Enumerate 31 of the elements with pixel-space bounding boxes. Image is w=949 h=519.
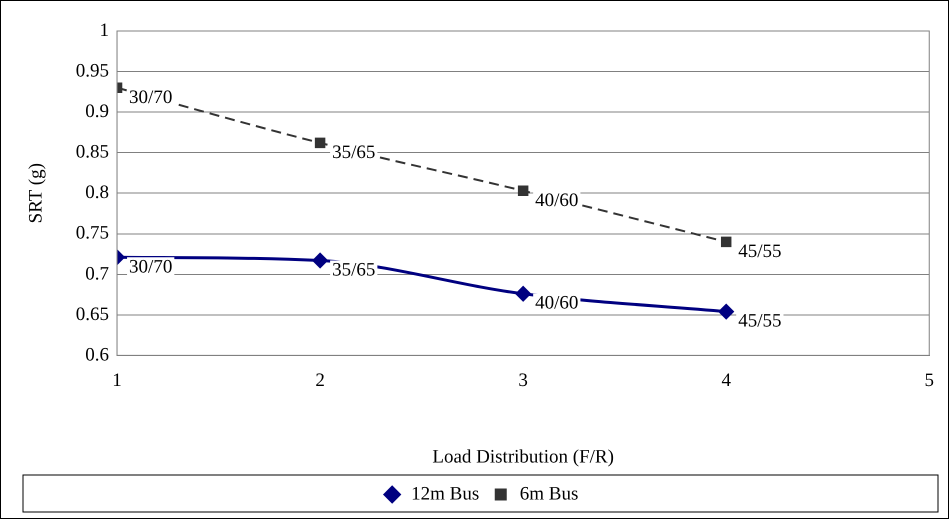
point: [314, 138, 326, 148]
y-tick-label: 0.95: [76, 60, 110, 82]
annotation: 45/55: [738, 310, 782, 332]
y-tick-label: 0.8: [85, 182, 110, 204]
annotation: 30/70: [129, 86, 172, 108]
annotation: 35/65: [332, 259, 376, 280]
y-tick-label: 1: [100, 20, 110, 41]
x-axis-title: Load Distribution (F/R): [432, 446, 614, 468]
x-tick-label: 4: [721, 370, 732, 391]
legend-label: 6m Bus: [520, 483, 578, 504]
annotation: 45/55: [738, 240, 782, 262]
x-tick-label: 3: [518, 370, 528, 391]
y-tick-label: 0.6: [85, 344, 110, 366]
y-tick-label: 0.85: [76, 142, 110, 163]
y-tick-label: 0.9: [85, 101, 110, 122]
annotation: 40/60: [535, 292, 578, 314]
point: [312, 253, 328, 268]
point: [518, 186, 528, 196]
x-tick-label: 2: [315, 370, 325, 391]
y-axis-title: SRT (g): [25, 163, 46, 224]
x-tick-label: 5: [924, 370, 934, 391]
y-tick-label: 0.7: [85, 263, 110, 284]
annotation: 35/65: [332, 142, 376, 163]
point: [516, 286, 531, 302]
annotation: 40/60: [535, 190, 578, 211]
point: [720, 236, 732, 248]
y-tick-label: 0.65: [76, 304, 110, 325]
y-tick-label: 0.75: [76, 222, 110, 244]
point: [718, 304, 734, 320]
legend-label: 12m Bus: [411, 483, 480, 504]
annotation: 30/70: [129, 256, 172, 278]
